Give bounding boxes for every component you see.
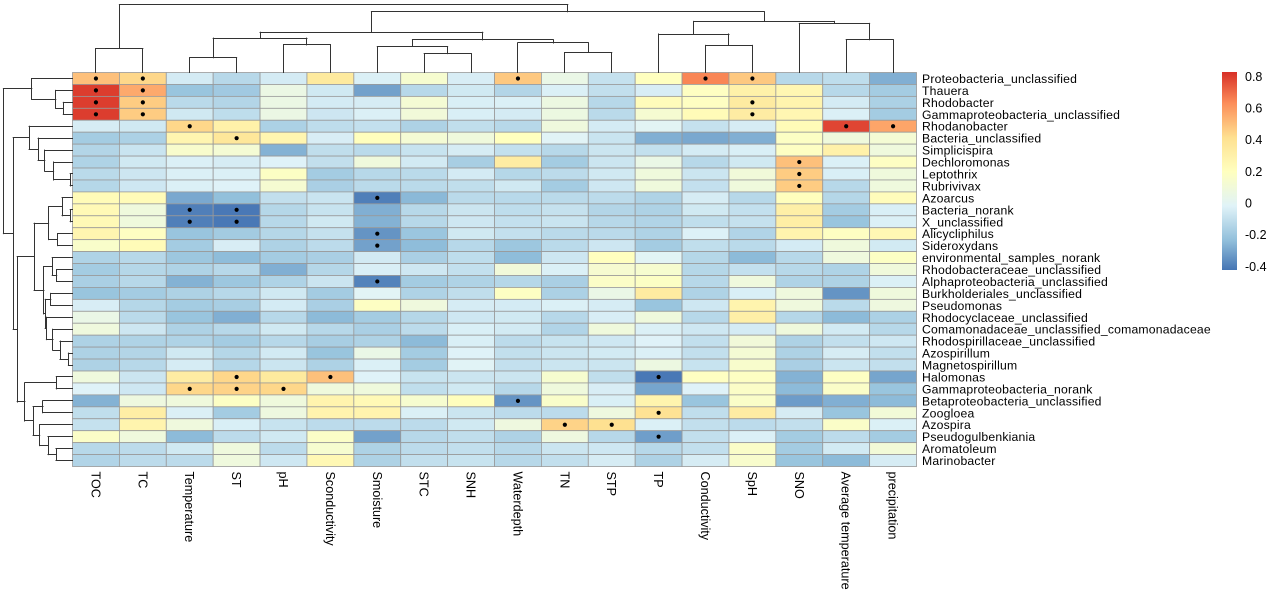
svg-text:Dechloromonas: Dechloromonas [922, 156, 1010, 170]
svg-text:Azospirillum: Azospirillum [922, 347, 990, 361]
svg-text:Sconductivity: Sconductivity [323, 472, 337, 547]
svg-text:STC: STC [417, 472, 431, 497]
svg-text:STP: STP [604, 472, 618, 497]
svg-text:0.4: 0.4 [1245, 133, 1262, 147]
svg-text:0.6: 0.6 [1245, 101, 1262, 115]
svg-text:Average temperature: Average temperature [839, 472, 853, 590]
svg-text:Zoogloea: Zoogloea [922, 406, 974, 420]
svg-text:Halomonas: Halomonas [922, 370, 985, 384]
svg-text:-0.2: -0.2 [1245, 228, 1267, 242]
svg-text:Betaproteobacteria_unclassifie: Betaproteobacteria_unclassified [922, 394, 1102, 408]
svg-text:-0.4: -0.4 [1245, 260, 1267, 274]
svg-text:Rhodobacteraceae_unclassified: Rhodobacteraceae_unclassified [922, 263, 1101, 277]
svg-text:Proteobacteria_unclassified: Proteobacteria_unclassified [922, 72, 1077, 86]
svg-text:precipitation: precipitation [886, 472, 900, 540]
svg-text:Rhodospirillaceae_unclassified: Rhodospirillaceae_unclassified [922, 335, 1095, 349]
svg-text:TN: TN [557, 472, 571, 489]
svg-text:SpH: SpH [745, 472, 759, 497]
svg-text:Simplicispira: Simplicispira [922, 144, 993, 158]
svg-text:Aromatoleum: Aromatoleum [922, 442, 997, 456]
svg-text:Rhodocyclaceae_unclassified: Rhodocyclaceae_unclassified [922, 311, 1088, 325]
svg-text:Conductivity: Conductivity [698, 472, 712, 541]
svg-text:TOC: TOC [88, 472, 102, 498]
svg-text:Temperature: Temperature [182, 472, 196, 543]
svg-text:Rhodanobacter: Rhodanobacter [922, 120, 1008, 134]
svg-text:Alphaproteobacteria_unclassifi: Alphaproteobacteria_unclassified [922, 275, 1108, 289]
svg-text:TC: TC [135, 472, 149, 489]
svg-text:Thauera: Thauera [922, 84, 969, 98]
svg-text:environmental_samples_norank: environmental_samples_norank [922, 251, 1101, 265]
svg-text:Waterdepth: Waterdepth [510, 472, 524, 537]
svg-text:Rhodobacter: Rhodobacter [922, 96, 994, 110]
svg-text:Alicycliphilus: Alicycliphilus [922, 227, 994, 241]
svg-text:Bacteria_norank: Bacteria_norank [922, 203, 1014, 217]
svg-text:pH: pH [276, 472, 290, 488]
svg-text:Comamonadaceae_unclassified_co: Comamonadaceae_unclassified_comamonadace… [922, 323, 1211, 337]
svg-text:X_unclassified: X_unclassified [922, 215, 1003, 229]
svg-text:0.8: 0.8 [1245, 70, 1262, 84]
svg-text:Marinobacter: Marinobacter [922, 454, 996, 468]
svg-text:0.2: 0.2 [1245, 165, 1262, 179]
svg-text:Sideroxydans: Sideroxydans [922, 239, 998, 253]
svg-text:Rubrivivax: Rubrivivax [922, 179, 981, 193]
svg-text:SNH: SNH [464, 472, 478, 499]
svg-text:Magnetospirillum: Magnetospirillum [922, 359, 1017, 373]
svg-text:Burkholderiales_unclassified: Burkholderiales_unclassified [922, 287, 1082, 301]
svg-text:Leptothrix: Leptothrix [922, 167, 978, 181]
svg-text:0: 0 [1245, 196, 1252, 210]
svg-text:Azoarcus: Azoarcus [922, 191, 974, 205]
svg-text:SNO: SNO [792, 472, 806, 499]
svg-text:Gammaproteobacteria_norank: Gammaproteobacteria_norank [922, 382, 1093, 396]
svg-text:Azospira: Azospira [922, 418, 971, 432]
svg-text:Pseudomonas: Pseudomonas [922, 299, 1002, 313]
svg-text:TP: TP [651, 472, 665, 488]
svg-text:Smoisture: Smoisture [370, 472, 384, 529]
svg-text:Pseudogulbenkiania: Pseudogulbenkiania [922, 430, 1035, 444]
svg-text:Gammaproteobacteria_unclassifi: Gammaproteobacteria_unclassified [922, 108, 1120, 122]
svg-text:ST: ST [229, 472, 243, 488]
svg-text:Bacteria_unclassified: Bacteria_unclassified [922, 132, 1041, 146]
